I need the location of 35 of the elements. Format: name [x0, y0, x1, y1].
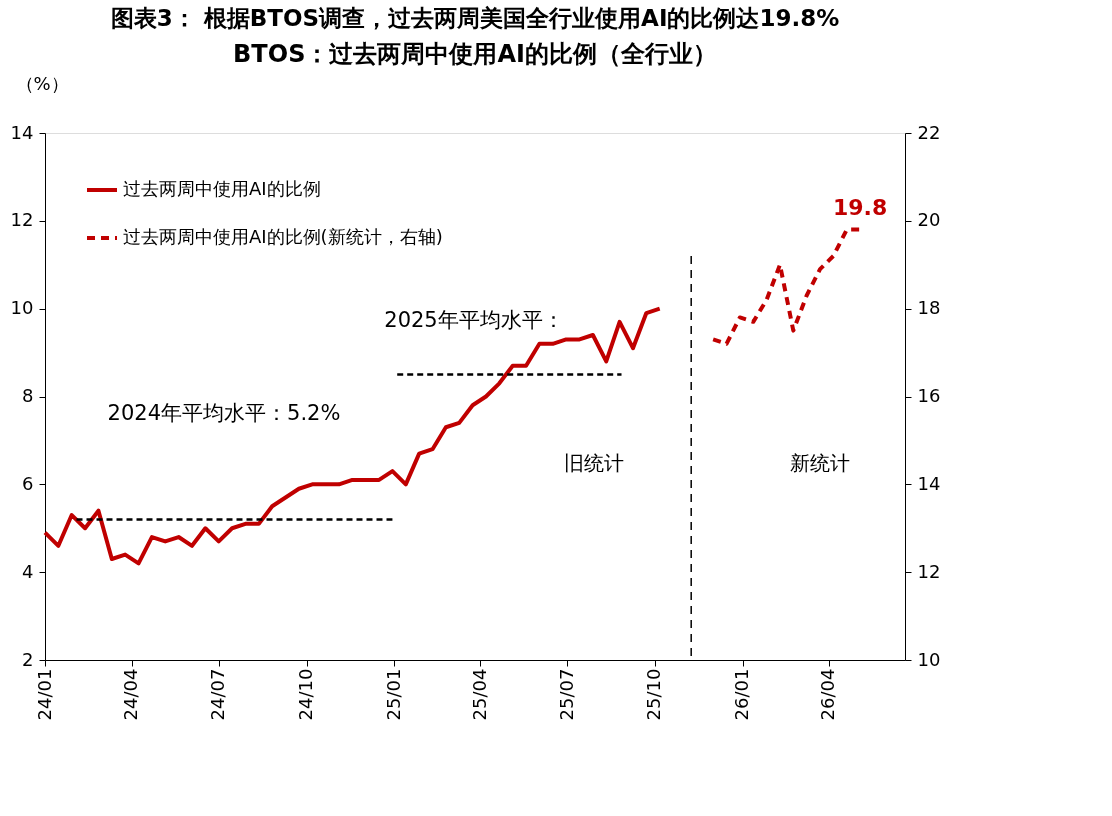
- y2-tick-label: 18: [917, 297, 941, 319]
- line-series: [43, 306, 662, 566]
- x-tick-label: 25/07: [555, 668, 577, 721]
- y2-tick-label: 22: [917, 121, 941, 143]
- data-label: 19.8: [833, 194, 888, 220]
- legend-label: 过去两周中使用AI的比例(新统计，右轴): [123, 226, 443, 247]
- x-tick-label: 24/01: [33, 668, 55, 721]
- y-tick-label: 2: [22, 648, 34, 670]
- y2-tick-label: 20: [917, 209, 941, 231]
- annotation: 2024年平均水平：5.2%: [107, 401, 341, 425]
- chart-subtitle: BTOS：过去两周中使用AI的比例（全行业）: [233, 40, 717, 68]
- x-tick-label: 25/01: [382, 668, 404, 721]
- annotation: 2025年平均水平：: [384, 308, 564, 332]
- y-tick-label: 6: [22, 472, 34, 494]
- y2-tick-label: 12: [917, 560, 941, 582]
- x-tick-label: 25/04: [468, 668, 490, 721]
- chart-title: 图表3： 根据BTOS调查，过去两周美国全行业使用AI的比例达19.8%: [110, 5, 840, 31]
- annotation: 旧统计: [564, 451, 624, 475]
- legend-label: 过去两周中使用AI的比例: [123, 178, 321, 199]
- x-tick-label: 25/10: [643, 668, 665, 721]
- y2-tick-label: 10: [917, 648, 941, 670]
- x-tick-label: 26/04: [817, 668, 839, 721]
- y2-tick-label: 14: [917, 472, 941, 494]
- y-tick-label: 12: [10, 209, 34, 231]
- y2-tick-label: 16: [917, 385, 941, 406]
- y-tick-label: 10: [10, 297, 34, 319]
- x-tick-label: 26/01: [731, 668, 753, 721]
- y-tick-label: 4: [22, 560, 34, 582]
- x-tick-label: 24/10: [295, 668, 317, 721]
- y-tick-label: 14: [10, 121, 34, 143]
- x-tick-label: 24/04: [120, 668, 142, 721]
- y-tick-label: 8: [22, 385, 34, 406]
- annotation: 新统计: [790, 451, 850, 475]
- y-axis-title: （%）: [15, 72, 69, 94]
- x-tick-label: 24/07: [207, 668, 229, 721]
